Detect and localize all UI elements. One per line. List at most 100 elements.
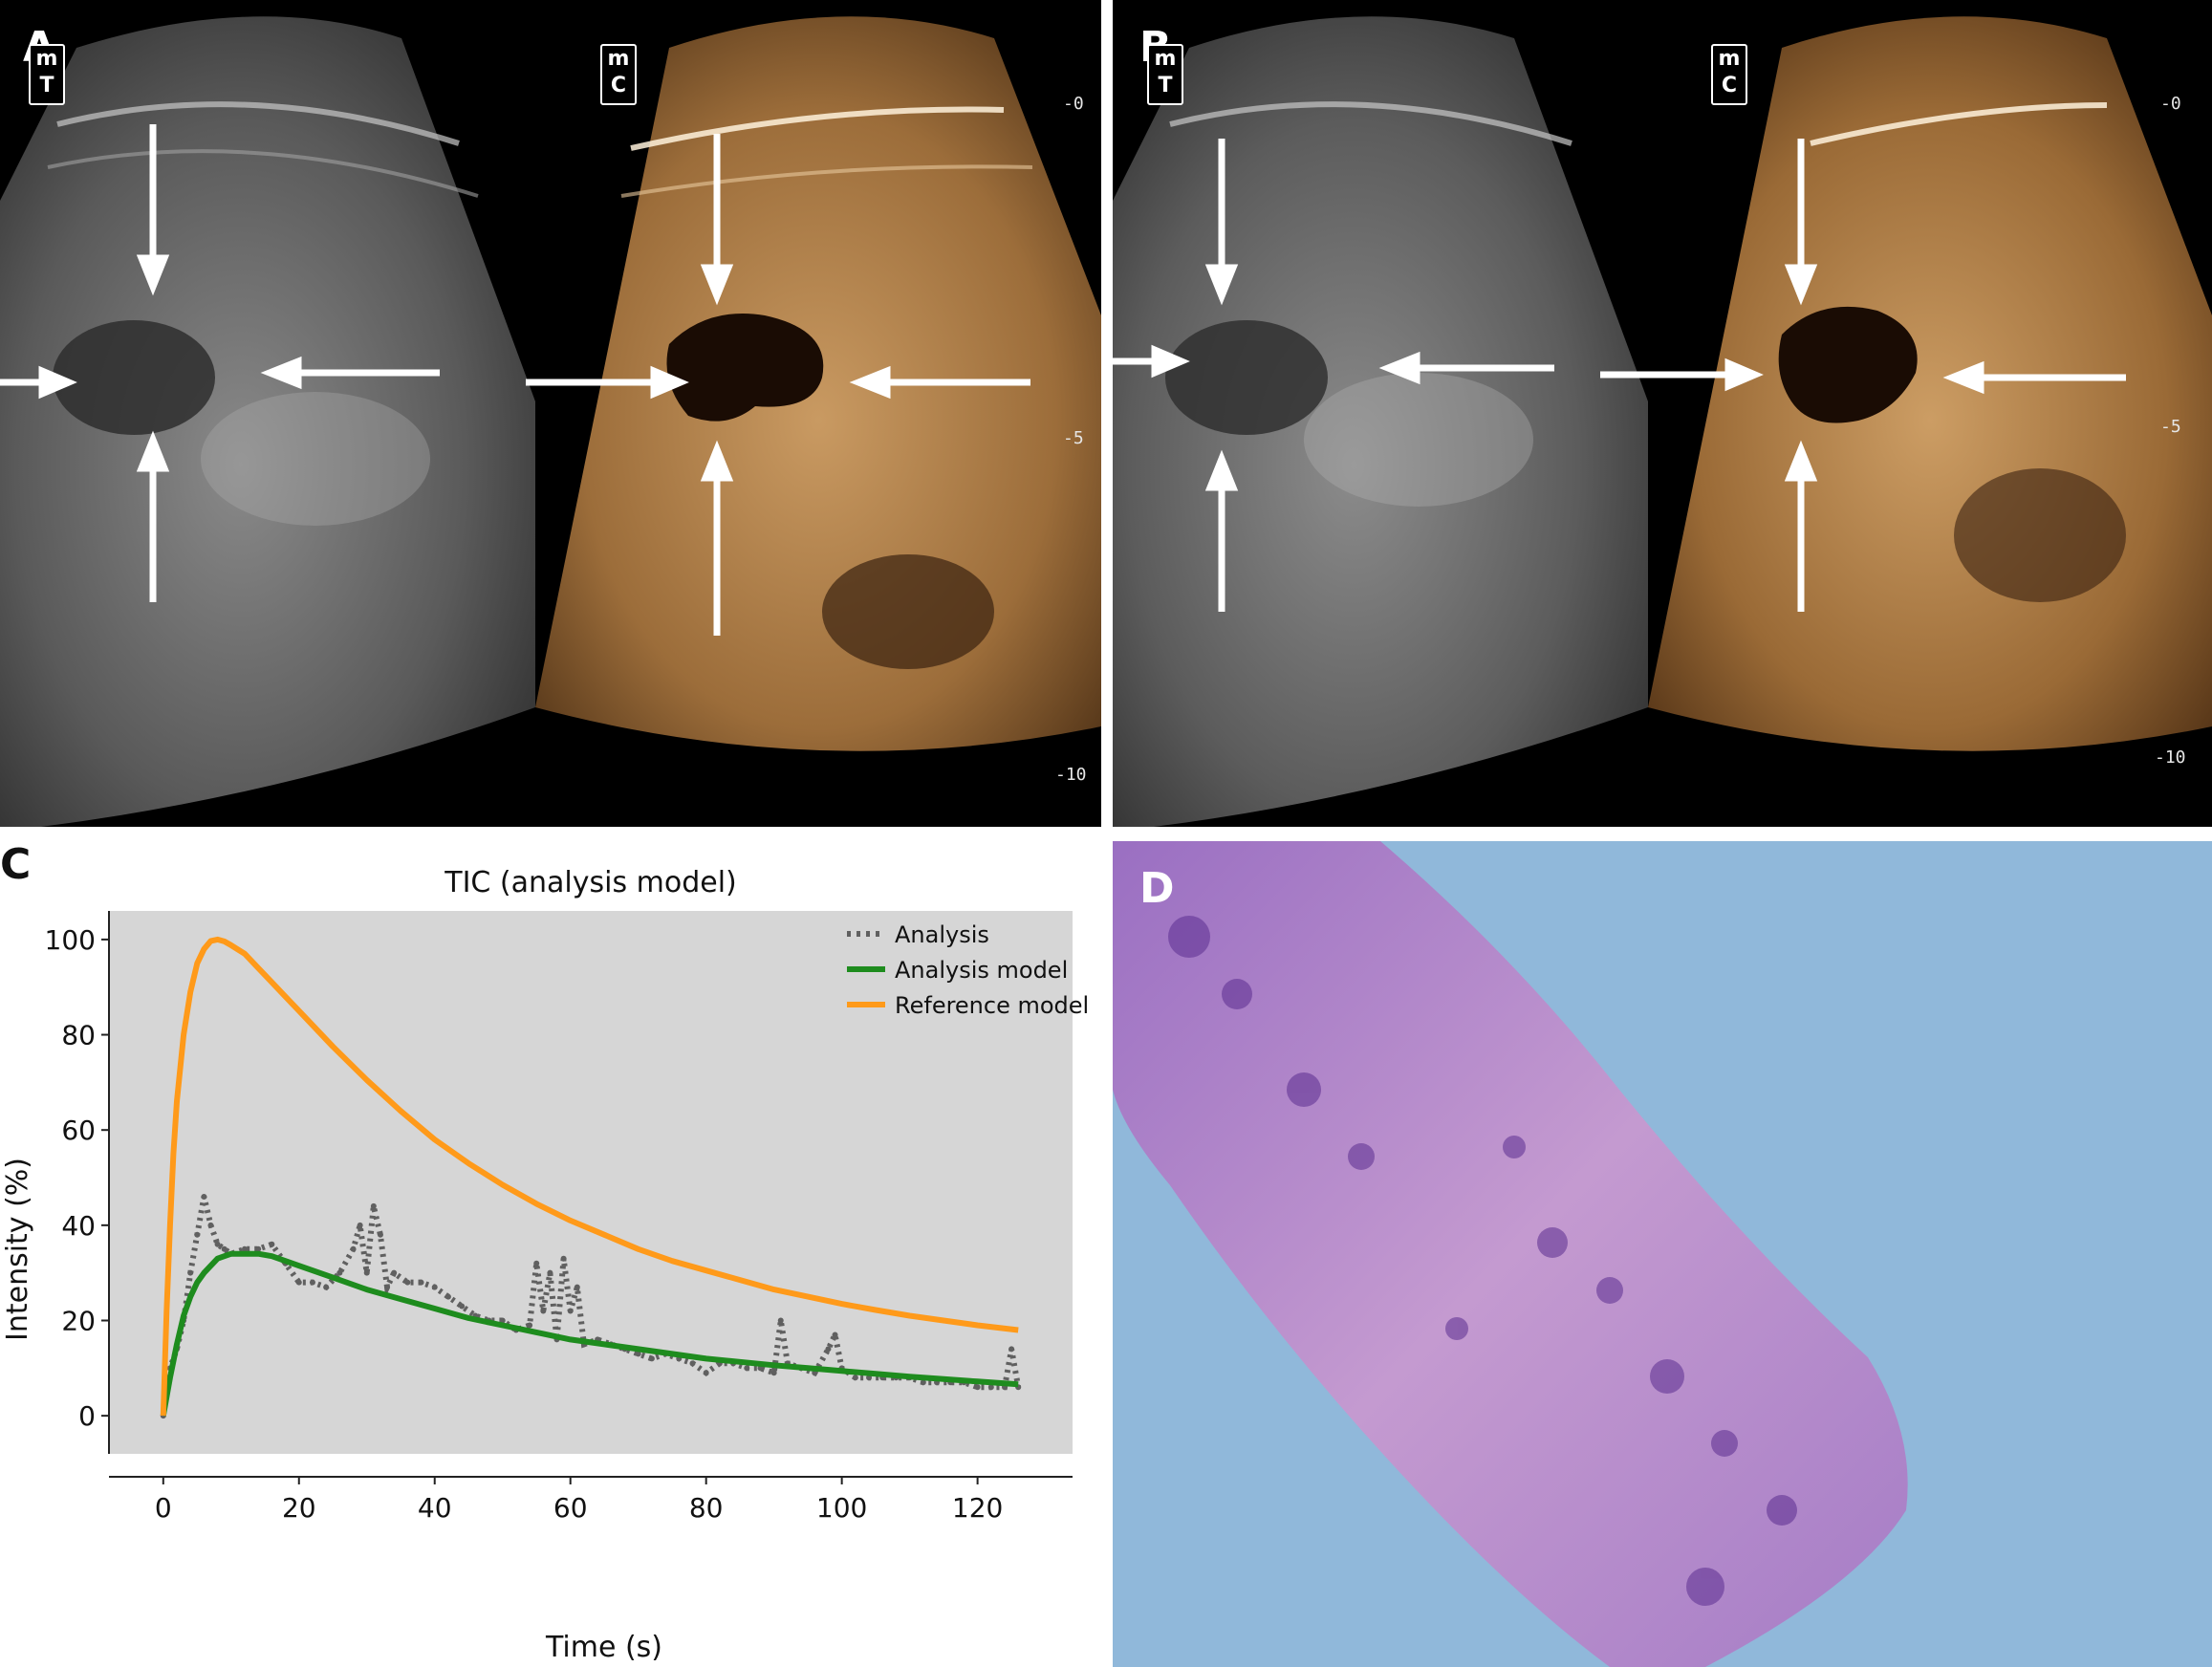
series-analysis-point xyxy=(241,1245,248,1252)
series-analysis-model-line xyxy=(160,1250,1019,1417)
series-analysis-point xyxy=(336,1269,343,1276)
series-analysis-point xyxy=(431,1284,438,1290)
series-analysis-point xyxy=(533,1260,540,1266)
y-tick-label: 0 xyxy=(78,1400,96,1432)
series-analysis-point xyxy=(207,1222,214,1228)
depth-label-10: -10 xyxy=(2155,747,2186,768)
series-analysis-point xyxy=(309,1279,315,1286)
series-analysis-point xyxy=(391,1269,398,1276)
y-tick-label: 60 xyxy=(61,1115,96,1146)
series-analysis-point xyxy=(377,1231,383,1238)
series-analysis-point xyxy=(527,1322,533,1329)
x-tick-label: 20 xyxy=(282,1492,316,1524)
series-analysis-point xyxy=(832,1331,838,1338)
depth-label-5: -5 xyxy=(2160,417,2181,437)
series-analysis-point xyxy=(635,1351,641,1357)
chart-title: TIC (analysis model) xyxy=(444,866,736,899)
series-analysis-point xyxy=(1008,1346,1015,1353)
series-analysis-point xyxy=(770,1370,777,1376)
lesion-contrast xyxy=(1778,306,1918,423)
depth-label-0: -0 xyxy=(1063,94,1084,114)
series-analysis-point xyxy=(689,1360,696,1367)
x-tick-label: 60 xyxy=(553,1492,588,1524)
legend-label-analysis-model: Analysis model xyxy=(895,957,1068,984)
series-analysis-point xyxy=(214,1241,221,1247)
series-analysis-point xyxy=(987,1384,994,1391)
series-analysis-point xyxy=(777,1317,784,1324)
panel-b-ultrasound-image xyxy=(1113,16,2212,827)
legend-label-analysis: Analysis xyxy=(895,921,989,948)
series-analysis-point xyxy=(370,1202,377,1209)
lesion-arrows xyxy=(0,124,1030,636)
tic-chart: TIC (analysis model) Time (s) Intensity … xyxy=(1,866,1089,1664)
plot-area xyxy=(109,911,1073,1454)
x-tick-label: 40 xyxy=(418,1492,452,1524)
y-axis-label: Intensity (%) xyxy=(1,1158,34,1341)
lesion-arrows xyxy=(1113,139,2126,612)
x-tick-label: 0 xyxy=(155,1492,172,1524)
series-analysis-point xyxy=(295,1279,302,1286)
series-analysis-point xyxy=(269,1241,275,1247)
panel-c-tic-chart: C TIC (analysis model) Time (s) Intensit… xyxy=(0,836,1109,1667)
series-analysis-point xyxy=(574,1284,580,1290)
series-analysis-point xyxy=(540,1308,547,1314)
bmode-sector xyxy=(0,16,535,827)
series-analysis-point xyxy=(459,1303,466,1310)
series-analysis-point xyxy=(384,1284,391,1290)
series-analysis-point xyxy=(404,1279,411,1286)
y-tick-label: 80 xyxy=(61,1020,96,1051)
y-tick-label: 40 xyxy=(61,1210,96,1242)
panel-a-ultrasound-image xyxy=(0,16,1101,827)
series-analysis-point xyxy=(357,1222,363,1228)
legend-label-reference-model: Reference model xyxy=(895,992,1089,1019)
depth-label-5: -5 xyxy=(1063,428,1084,448)
x-axis-label: Time (s) xyxy=(545,1631,662,1664)
bmode-sector xyxy=(1113,16,1648,827)
y-tick-label: 20 xyxy=(61,1305,96,1336)
series-analysis-point xyxy=(194,1231,201,1238)
series-analysis-point xyxy=(648,1355,655,1362)
series-analysis-point xyxy=(445,1293,451,1300)
series-analysis-point xyxy=(255,1245,262,1252)
series-analysis-point xyxy=(499,1317,506,1324)
series-analysis-point xyxy=(744,1365,750,1372)
panel-b-ultrasound: B mT mC -0 -5 -10 xyxy=(1113,0,2212,827)
panel-d-histology: D xyxy=(1113,841,2212,1667)
lesion-bmode xyxy=(1165,320,1328,435)
glandular-structures xyxy=(1168,916,1797,1606)
series-analysis-point xyxy=(350,1245,357,1252)
depth-label-10: -10 xyxy=(1055,765,1087,785)
series-analysis-point xyxy=(974,1384,981,1391)
series-analysis-point xyxy=(187,1269,194,1276)
series-analysis-point xyxy=(547,1269,553,1276)
series-analysis-point xyxy=(852,1375,858,1381)
lesion-contrast xyxy=(666,314,824,422)
series-analysis-point xyxy=(703,1370,709,1376)
panel-d-label: D xyxy=(1139,864,1175,913)
series-analysis-point xyxy=(323,1284,330,1290)
histology-image xyxy=(1113,841,2212,1667)
series-analysis-point xyxy=(920,1379,926,1386)
depth-label-0: -0 xyxy=(2160,94,2181,114)
series-analysis-point xyxy=(201,1193,207,1200)
x-tick-label: 100 xyxy=(816,1492,867,1524)
series-reference-model-line xyxy=(160,936,1019,1417)
legend: Analysis Analysis model Reference model xyxy=(847,921,1089,1019)
series-analysis-point xyxy=(567,1308,574,1314)
series-analysis-point xyxy=(560,1255,567,1262)
y-tick-label: 100 xyxy=(45,924,96,956)
x-tick-label: 120 xyxy=(952,1492,1003,1524)
series-analysis-point xyxy=(825,1346,832,1353)
series-analysis-point xyxy=(221,1245,228,1252)
series-analysis-point xyxy=(418,1279,424,1286)
tissue-core xyxy=(1113,841,1908,1667)
x-tick-label: 80 xyxy=(689,1492,724,1524)
panel-c-label: C xyxy=(0,840,32,889)
lesion-bmode xyxy=(53,320,215,435)
panel-a-ultrasound: A mT mC -0 -5 -10 xyxy=(0,0,1101,827)
series-analysis-point xyxy=(363,1269,370,1276)
